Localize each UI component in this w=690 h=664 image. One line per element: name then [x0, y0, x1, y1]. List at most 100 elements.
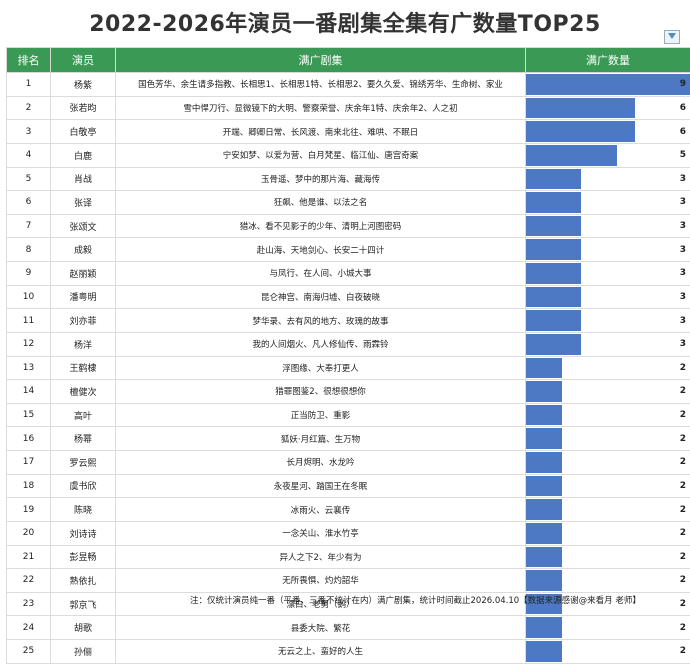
rank-cell: 6 — [7, 191, 51, 215]
dramas-cell: 正当防卫、重影 — [116, 403, 526, 427]
count-label: 5 — [680, 150, 690, 160]
count-bar — [526, 547, 562, 568]
count-bar-cell: 2 — [526, 427, 690, 451]
count-bar — [526, 74, 690, 95]
actor-cell: 熟依扎 — [51, 569, 116, 593]
actor-cell: 杨洋 — [51, 332, 116, 356]
dramas-cell: 梦华录、去有风的地方、玫瑰的故事 — [116, 309, 526, 333]
dramas-cell: 昆仑神宫、南海归墟、白夜破晓 — [116, 285, 526, 309]
rank-cell: 2 — [7, 96, 51, 120]
count-label: 3 — [680, 197, 690, 207]
count-label: 3 — [680, 292, 690, 302]
count-bar-cell: 3 — [526, 167, 690, 191]
rank-cell: 5 — [7, 167, 51, 191]
actor-cell: 郭京飞 — [51, 592, 116, 616]
count-bar-cell: 2 — [526, 616, 690, 640]
dramas-cell: 一念关山、淮水竹亭 — [116, 521, 526, 545]
rank-cell: 14 — [7, 380, 51, 404]
actor-cell: 肖战 — [51, 167, 116, 191]
rank-cell: 12 — [7, 332, 51, 356]
actor-cell: 孙俪 — [51, 640, 116, 664]
count-label: 2 — [680, 434, 690, 444]
header-actor: 演员 — [51, 48, 116, 73]
count-bar — [526, 476, 562, 497]
rank-cell: 23 — [7, 592, 51, 616]
dramas-cell: 开端、卿卿日常、长风渡、南来北往、难哄、不眠日 — [116, 120, 526, 144]
count-label: 3 — [680, 245, 690, 255]
dramas-cell: 宁安如梦、以爱为营、白月梵星、临江仙、唐宫奇案 — [116, 143, 526, 167]
dramas-cell: 冰雨火、云襄传 — [116, 498, 526, 522]
count-bar-cell: 9 — [526, 73, 690, 97]
rank-cell: 7 — [7, 214, 51, 238]
count-label: 2 — [680, 646, 690, 656]
actor-cell: 罗云熙 — [51, 451, 116, 475]
filter-icon[interactable] — [664, 30, 680, 44]
dramas-cell: 玉骨遥、梦中的那片海、藏海传 — [116, 167, 526, 191]
rank-cell: 3 — [7, 120, 51, 144]
count-bar — [526, 381, 562, 402]
header-dramas: 满广剧集 — [116, 48, 526, 73]
header-rank: 排名 — [7, 48, 51, 73]
count-bar-cell: 2 — [526, 498, 690, 522]
actor-cell: 陈晓 — [51, 498, 116, 522]
actor-cell: 白鹿 — [51, 143, 116, 167]
count-label: 6 — [680, 127, 690, 137]
rank-cell: 15 — [7, 403, 51, 427]
rank-cell: 9 — [7, 262, 51, 286]
dramas-cell: 与凤行、在人间、小城大事 — [116, 262, 526, 286]
count-bar-cell: 5 — [526, 143, 690, 167]
dramas-cell: 国色芳华、余生请多指教、长相思1、长相思1特、长相思2、要久久爱、锦绣芳华、生命… — [116, 73, 526, 97]
actor-cell: 檀健次 — [51, 380, 116, 404]
count-bar-cell: 2 — [526, 569, 690, 593]
rank-cell: 24 — [7, 616, 51, 640]
rank-cell: 19 — [7, 498, 51, 522]
actor-cell: 刘亦菲 — [51, 309, 116, 333]
dramas-cell: 我的人间烟火、凡人修仙传、雨霖铃 — [116, 332, 526, 356]
count-bar — [526, 334, 581, 355]
actor-cell: 张译 — [51, 191, 116, 215]
actor-cell: 彭昱畅 — [51, 545, 116, 569]
rank-cell: 17 — [7, 451, 51, 475]
count-bar — [526, 523, 562, 544]
dramas-cell: 无所畏惧、灼灼韶华 — [116, 569, 526, 593]
count-label: 2 — [680, 575, 690, 585]
actor-cell: 刘诗诗 — [51, 521, 116, 545]
count-bar — [526, 239, 581, 260]
count-label: 3 — [680, 339, 690, 349]
actor-cell: 杨紫 — [51, 73, 116, 97]
count-bar — [526, 617, 562, 638]
dramas-cell: 县委大院、繁花 — [116, 616, 526, 640]
actor-cell: 高叶 — [51, 403, 116, 427]
count-bar-cell: 2 — [526, 640, 690, 664]
count-bar — [526, 310, 581, 331]
footnote: 注：仅统计演员纯一番（平番、三番不统计在内）满广剧集，统计时间截止2026.04… — [190, 594, 641, 606]
dramas-cell: 长月烬明、水龙吟 — [116, 451, 526, 475]
dramas-cell: 无云之上、蛮好的人生 — [116, 640, 526, 664]
count-bar-cell: 3 — [526, 262, 690, 286]
dramas-cell: 赴山海、天地剑心、长安二十四计 — [116, 238, 526, 262]
count-bar — [526, 121, 635, 142]
rank-cell: 16 — [7, 427, 51, 451]
actor-cell: 白敬亭 — [51, 120, 116, 144]
rank-cell: 20 — [7, 521, 51, 545]
header-count: 满广数量 — [526, 48, 690, 73]
count-bar-cell: 2 — [526, 474, 690, 498]
count-bar-cell: 3 — [526, 191, 690, 215]
count-bar — [526, 169, 581, 190]
